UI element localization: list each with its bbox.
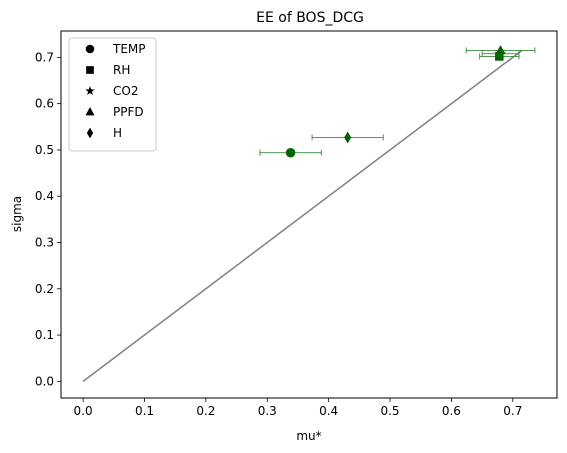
chart-title: EE of BOS_DCG (256, 10, 364, 26)
x-tick-label: 0.2 (196, 404, 215, 418)
y-tick-label: 0.3 (35, 235, 54, 249)
series-temp (259, 147, 322, 158)
legend-label-ppfd: PPFD (113, 105, 144, 119)
series-h (311, 131, 384, 144)
x-tick-label: 0.7 (503, 404, 522, 418)
y-tick-label: 0.2 (35, 282, 54, 296)
y-tick-label: 0.5 (35, 143, 54, 157)
legend-marker-ppfd (85, 107, 95, 116)
y-tick-label: 0.7 (35, 50, 54, 64)
legend-item-h: H (86, 126, 122, 140)
legend: TEMP RH CO2 PPFD H (68, 37, 157, 152)
x-tick-label: 0.0 (74, 404, 93, 418)
legend-label-rh: RH (113, 63, 130, 77)
legend-marker-co2 (85, 86, 95, 96)
legend-label-co2: CO2 (113, 84, 138, 98)
legend-item-co2: CO2 (85, 84, 138, 98)
legend-label-h: H (113, 126, 122, 140)
reference-line (82, 49, 523, 382)
legend-marker-h (86, 127, 94, 139)
y-tick-label: 0.1 (35, 328, 54, 342)
legend-item-temp: TEMP (85, 42, 146, 56)
x-axis: 0.0 0.1 0.2 0.3 0.4 0.5 0.6 0.7 (74, 398, 522, 418)
y-axis: 0.0 0.1 0.2 0.3 0.4 0.5 0.6 0.7 (35, 50, 61, 388)
plot-frame (60, 30, 558, 399)
legend-item-rh: RH (86, 63, 130, 77)
point-h (344, 131, 352, 144)
y-tick-label: 0.4 (35, 189, 54, 203)
point-temp (285, 147, 296, 158)
series-ppfd (465, 44, 536, 55)
y-tick-label: 0.6 (35, 97, 54, 111)
x-tick-label: 0.4 (319, 404, 338, 418)
x-tick-label: 0.5 (380, 404, 399, 418)
legend-item-ppfd: PPFD (85, 105, 144, 119)
y-tick-label: 0.0 (35, 374, 54, 388)
x-tick-label: 0.3 (258, 404, 277, 418)
x-axis-label: mu* (296, 429, 321, 443)
legend-label-temp: TEMP (112, 42, 146, 56)
legend-marker-rh (86, 66, 94, 74)
x-tick-label: 0.6 (442, 404, 461, 418)
y-axis-label: sigma (10, 196, 24, 232)
legend-marker-temp (85, 44, 95, 54)
plot-area (82, 44, 536, 382)
x-tick-label: 0.1 (135, 404, 154, 418)
point-ppfd (495, 44, 506, 55)
